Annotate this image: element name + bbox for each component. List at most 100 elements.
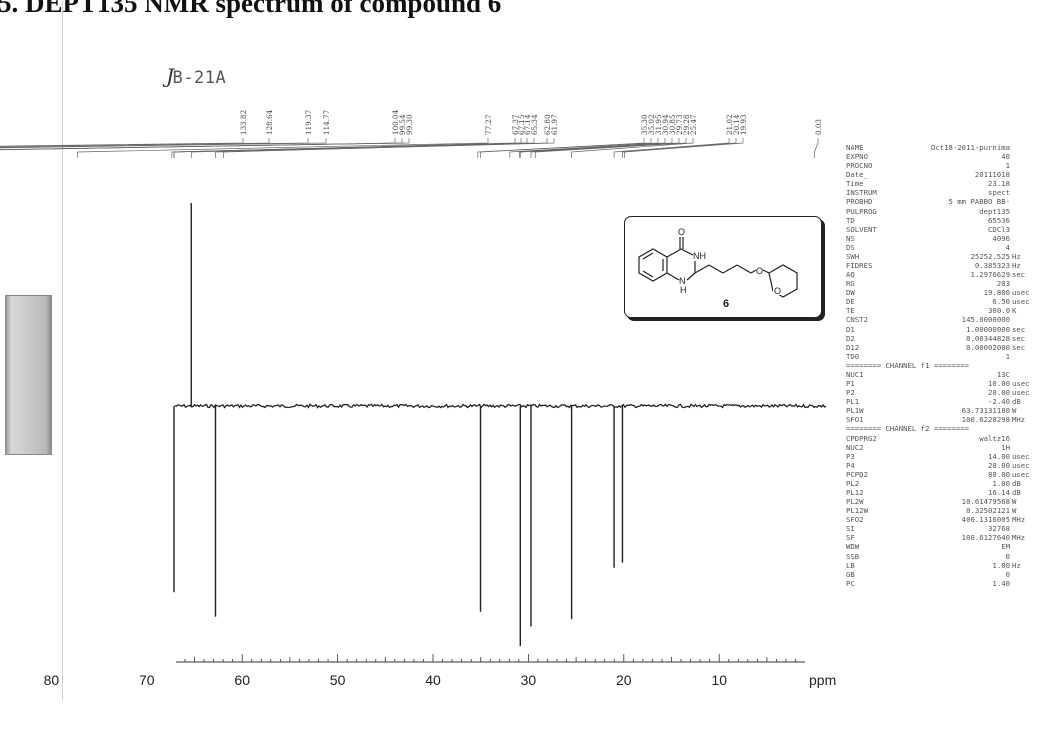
- param-unit: MHz: [1012, 533, 1026, 543]
- atom-label-o2: O: [756, 266, 763, 276]
- param-row: RG 203: [846, 279, 1053, 288]
- param-value: 10.61479568: [961, 497, 1010, 507]
- param-key: WDW: [846, 542, 860, 552]
- param-value: 0: [1005, 569, 1010, 579]
- param-unit: usec: [1012, 379, 1030, 389]
- param-value: 0.32502121: [966, 506, 1010, 516]
- param-value: 20.00: [988, 388, 1010, 398]
- param-value: 40: [1001, 152, 1010, 162]
- peak-label: 67.15: [517, 114, 526, 135]
- param-key: INSTRUM: [846, 188, 877, 198]
- peak-label-leader: [0, 138, 327, 149]
- param-row: P3 14.00 usec: [846, 452, 1053, 461]
- param-value: 1.2976629: [970, 270, 1010, 280]
- param-key: PC: [846, 578, 855, 588]
- x-tick-label: 50: [330, 672, 346, 688]
- param-unit: Hz: [1012, 251, 1021, 261]
- peak-label: 25.47: [689, 114, 698, 135]
- param-key: P3: [846, 451, 855, 461]
- peak-label: 133.82: [239, 110, 248, 135]
- peak-label-leader: [624, 138, 744, 158]
- peak-label-leaders: [0, 138, 819, 158]
- param-key: CPDPRG2: [846, 433, 877, 443]
- param-value: 32768: [988, 524, 1010, 534]
- peak-label: 99.30: [405, 114, 414, 135]
- param-key: PCPD2: [846, 469, 868, 479]
- param-value: 4: [1005, 242, 1010, 252]
- param-value: 145.0000000: [961, 315, 1010, 325]
- peak-label: 62.80: [543, 114, 552, 135]
- param-row: PL2 1.00 dB: [846, 479, 1053, 488]
- param-unit: usec: [1012, 297, 1030, 307]
- param-row: DW 19.800 usec: [846, 288, 1053, 297]
- param-key: AQ: [846, 270, 855, 280]
- param-row: PROCNO 1: [846, 161, 1053, 170]
- peak-label-leader: [77, 138, 489, 158]
- peak-label-leader: [480, 138, 652, 158]
- molecule-structure-box: O NH N H O O 6: [624, 216, 822, 318]
- atom-label-nh: NH: [693, 251, 706, 261]
- peak-label-leader: [509, 138, 659, 158]
- param-key: NUC1: [846, 369, 864, 379]
- param-row: NUC1 13C: [846, 370, 1053, 379]
- param-value: 0.00002000: [966, 342, 1010, 352]
- param-value: 10.00: [988, 379, 1010, 389]
- spectrum-peaks: [173, 202, 624, 647]
- param-unit: usec: [1012, 460, 1030, 470]
- param-row: P1 10.00 usec: [846, 379, 1053, 388]
- param-row: INSTRUM spect: [846, 188, 1053, 197]
- peak-label: 67.37: [511, 114, 520, 135]
- param-value: 23.18: [988, 179, 1010, 189]
- param-value: 0.00344828: [966, 333, 1010, 343]
- param-row: DE 6.50 usec: [846, 297, 1053, 306]
- param-key: PL12: [846, 487, 864, 497]
- param-value: spect: [988, 188, 1010, 198]
- param-row: ======== CHANNEL f2 ========: [846, 424, 1053, 433]
- peak-label: 0.03: [814, 119, 823, 135]
- param-key: PROCNO: [846, 161, 873, 171]
- param-key: PL12W: [846, 506, 868, 516]
- peak-label: 19.93: [739, 114, 748, 135]
- param-row: SWH 25252.525 Hz: [846, 252, 1053, 261]
- x-tick-label: 60: [234, 672, 250, 688]
- param-row: NUC2 1H: [846, 443, 1053, 452]
- param-value: 25252.525: [970, 251, 1010, 261]
- x-axis-label: ppm: [809, 672, 836, 688]
- param-unit: dB: [1012, 478, 1021, 488]
- x-axis: 140130120110100908070605040302010: [44, 654, 805, 688]
- param-header: ======== CHANNEL f2 ========: [846, 424, 970, 434]
- grey-scan-bar: [5, 295, 52, 455]
- param-row: D12 0.00002000 sec: [846, 343, 1053, 352]
- param-row: TD0 1: [846, 352, 1053, 361]
- param-key: PL1: [846, 397, 860, 407]
- param-unit: MHz: [1012, 515, 1026, 525]
- param-key: SOLVENT: [846, 224, 877, 234]
- param-key: NUC2: [846, 442, 864, 452]
- peak-label: 99.54: [398, 114, 407, 135]
- page-title: 5. DEPT135 NMR spectrum of compound 6: [0, 0, 502, 18]
- scan-edge-line: [62, 0, 63, 700]
- param-value: 5 mm PABBO BB-: [948, 197, 1010, 207]
- param-row: SFO2 400.1316005 MHz: [846, 515, 1053, 524]
- param-unit: Hz: [1012, 560, 1021, 570]
- param-row: PULPROG dept135: [846, 207, 1053, 216]
- peak-label-leader: [190, 138, 535, 158]
- sample-label: JB-21A: [166, 64, 226, 88]
- param-value: 1: [1005, 351, 1010, 361]
- param-header: ======== CHANNEL f1 ========: [846, 360, 970, 370]
- param-unit: usec: [1012, 388, 1030, 398]
- peak-label-leader: [613, 138, 730, 158]
- param-row: AQ 1.2976629 sec: [846, 270, 1053, 279]
- param-key: LB: [846, 560, 855, 570]
- param-key: GB: [846, 569, 855, 579]
- param-key: SSB: [846, 551, 860, 561]
- param-value: 63.73131180: [961, 406, 1010, 416]
- param-key: Date_: [846, 170, 868, 180]
- param-key: NAME: [846, 143, 864, 152]
- peak-label: 21.02: [725, 114, 734, 135]
- sample-label-text: B-21A: [172, 68, 227, 88]
- peak-label-leader: [519, 138, 673, 158]
- spectrum-baseline: [174, 403, 827, 409]
- param-key: P4: [846, 460, 855, 470]
- peak-label-leader: [0, 138, 244, 147]
